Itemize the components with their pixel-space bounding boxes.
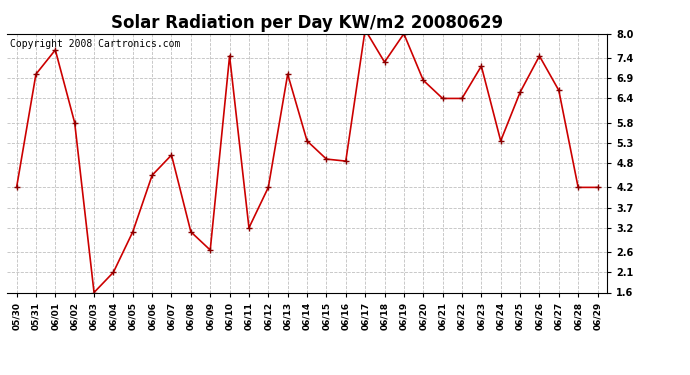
Title: Solar Radiation per Day KW/m2 20080629: Solar Radiation per Day KW/m2 20080629 <box>111 14 503 32</box>
Text: Copyright 2008 Cartronics.com: Copyright 2008 Cartronics.com <box>10 39 180 49</box>
